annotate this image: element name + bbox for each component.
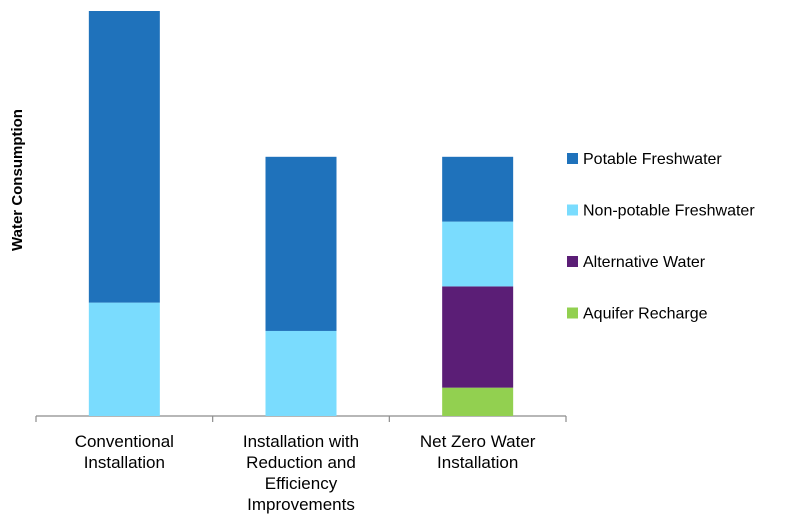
bar-potable-freshwater-1: [88, 11, 160, 303]
legend-label-potable-freshwater: Potable Freshwater: [583, 151, 722, 168]
bar-potable-freshwater-3: [442, 156, 514, 222]
x-tick-label-line: Efficiency: [265, 474, 338, 493]
bar-potable-freshwater-2: [265, 156, 337, 331]
x-tick-label: Installation with Reduction and Efficiency…: [243, 432, 359, 514]
bar-non-potable-freshwater-1: [88, 302, 160, 416]
legend: Potable Freshwater Non-potable Freshwater…: [567, 151, 755, 323]
axes: [35, 415, 567, 422]
bar-non-potable-freshwater-2: [265, 330, 337, 416]
x-tick-label: Net Zero Water Installation: [420, 432, 536, 472]
x-tick-label-line: Installation with: [243, 432, 359, 451]
legend-label-non-potable-freshwater: Non-potable Freshwater: [583, 203, 755, 220]
legend-swatch-alternative-water: [567, 256, 578, 267]
bar-aquifer-recharge-3: [442, 387, 514, 416]
y-axis-title: Water Consumption: [9, 109, 26, 251]
legend-swatch-aquifer-recharge: [567, 307, 578, 319]
bar-non-potable-freshwater-3: [442, 221, 514, 287]
legend-swatch-potable-freshwater: [567, 153, 578, 164]
bars: [88, 11, 514, 416]
bar-alternative-water-3: [442, 286, 514, 388]
legend-swatch-non-potable-freshwater: [567, 204, 578, 216]
x-tick-labels: Conventional Installation Installation wit…: [75, 432, 536, 514]
legend-label-alternative-water: Alternative Water: [583, 254, 706, 271]
x-tick-label-line: Improvements: [247, 495, 355, 514]
x-tick-label-line: Installation: [437, 453, 518, 472]
x-tick-label: Conventional Installation: [75, 432, 174, 472]
x-tick-label-line: Net Zero Water: [420, 432, 536, 451]
x-tick-label-line: Conventional: [75, 432, 174, 451]
legend-label-aquifer-recharge: Aquifer Recharge: [583, 306, 708, 323]
x-tick-label-line: Reduction and: [246, 453, 356, 472]
x-tick-label-line: Installation: [84, 453, 165, 472]
